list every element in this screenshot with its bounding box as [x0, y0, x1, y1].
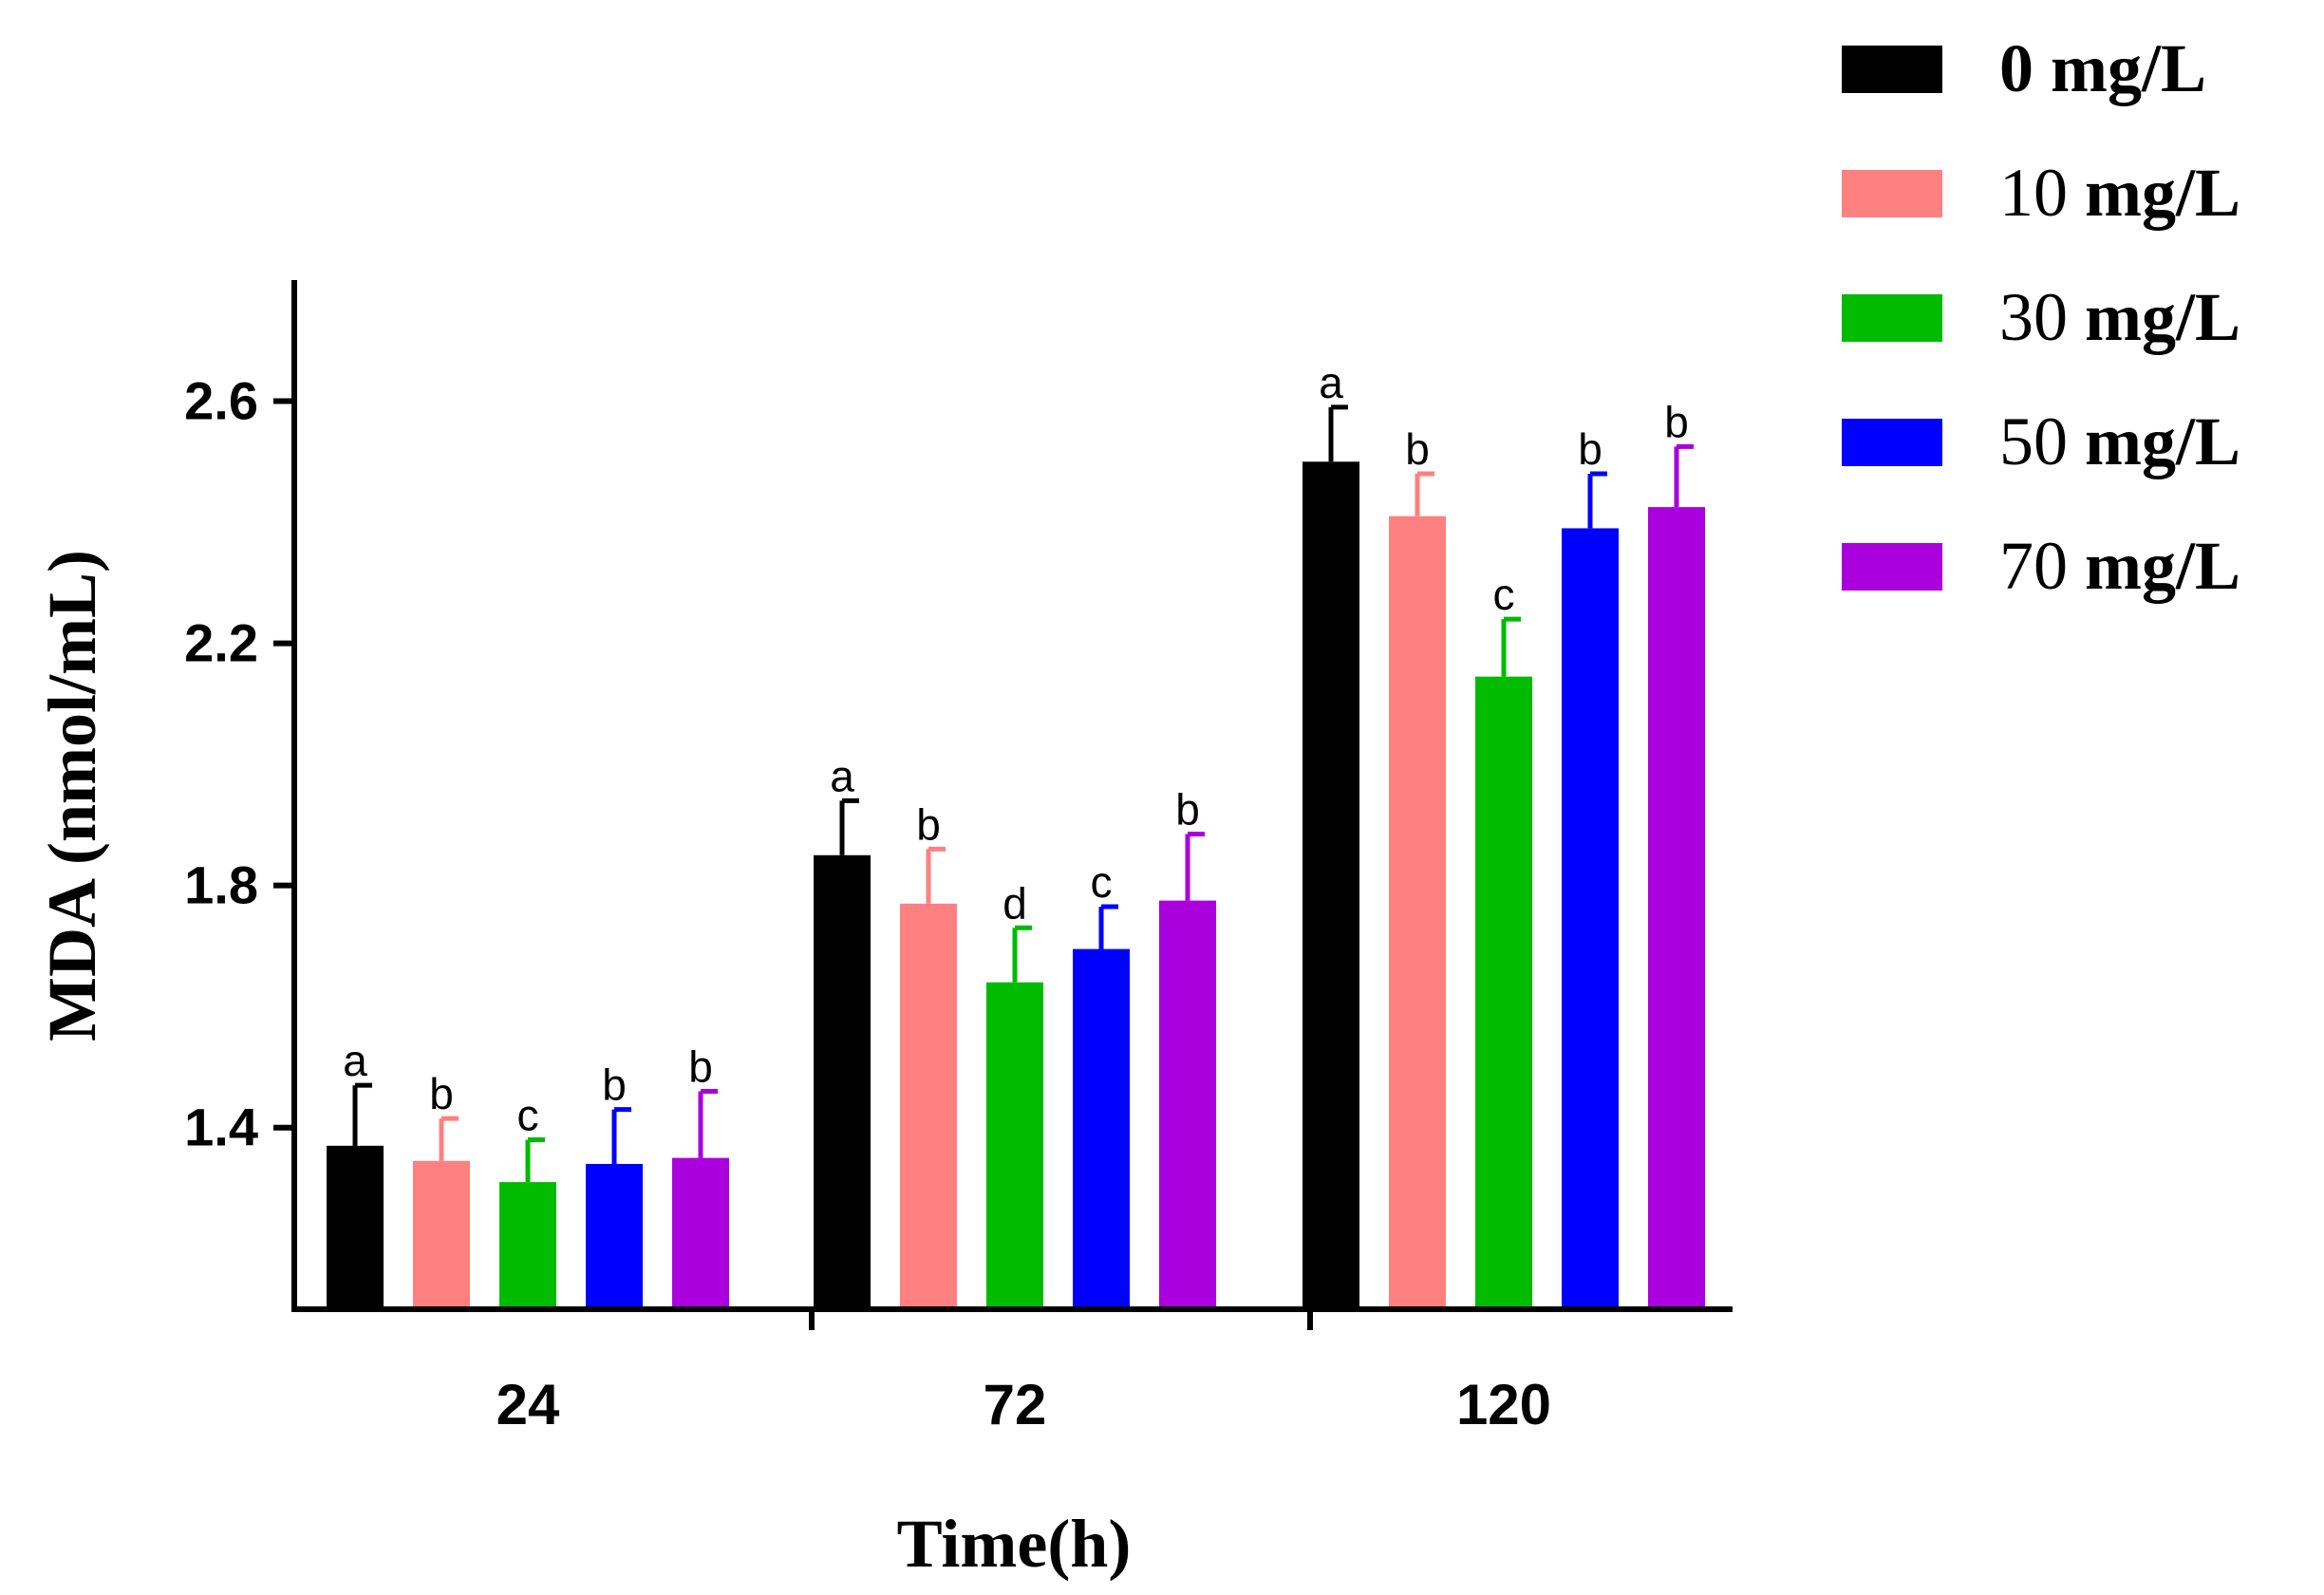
legend-value: 30 [1999, 279, 2085, 355]
legend-value: 10 [1999, 155, 2085, 231]
sig-label-30mgL-120h: c [1493, 570, 1515, 619]
legend-swatch-10mgL [1842, 170, 1942, 217]
sig-label-10mgL-24h: b [429, 1069, 454, 1118]
sig-label-30mgL-24h: c [517, 1090, 539, 1139]
x-tick-label-72: 72 [984, 1373, 1047, 1436]
legend-value: 50 [1999, 403, 2085, 479]
legend-label-70mgL: 70 mg/L [1999, 528, 2240, 604]
bar-30mgL-120h [1475, 676, 1532, 1309]
x-axis-title: Time(h) [897, 1506, 1132, 1582]
legend-swatch-0mgL [1842, 46, 1942, 93]
legend-unit: mg/L [2085, 279, 2240, 355]
legend-label-0mgL: 0 mg/L [1999, 30, 2206, 106]
bar-10mgL-72h [900, 903, 957, 1309]
bar-50mgL-24h [586, 1163, 643, 1309]
bar-70mgL-72h [1159, 900, 1216, 1309]
sig-label-70mgL-120h: b [1664, 397, 1689, 446]
sig-label-50mgL-24h: b [602, 1060, 627, 1110]
sig-label-50mgL-120h: b [1578, 424, 1602, 474]
legend: 0 mg/L10 mg/L30 mg/L50 mg/L70 mg/L [1842, 30, 2240, 604]
y-axis-title: MDA (nmol/mL) [34, 550, 110, 1041]
y-tick-label: 2.2 [184, 613, 258, 673]
sig-label-70mgL-24h: b [688, 1041, 713, 1091]
sig-label-70mgL-72h: b [1175, 784, 1200, 834]
legend-value: 70 [1999, 528, 2085, 604]
sig-label-30mgL-72h: d [1003, 878, 1027, 928]
bar-50mgL-120h [1562, 528, 1619, 1309]
bar-0mgL-24h [327, 1145, 384, 1309]
bar-30mgL-24h [499, 1182, 556, 1309]
legend-label-50mgL: 50 mg/L [1999, 403, 2240, 479]
y-tick-label: 1.4 [184, 1098, 258, 1157]
sig-label-0mgL-72h: a [830, 751, 854, 800]
bar-70mgL-120h [1648, 507, 1705, 1309]
sig-label-10mgL-120h: b [1405, 424, 1430, 474]
y-tick-label: 2.6 [184, 371, 258, 431]
bar-0mgL-72h [814, 854, 871, 1309]
bar-70mgL-24h [672, 1157, 729, 1309]
sig-label-0mgL-120h: a [1319, 358, 1343, 407]
bar-50mgL-72h [1073, 948, 1130, 1309]
axes: 1.4 1.8 2.2 2.6 24 72 120 [184, 280, 1733, 1436]
y-tick-label: 1.8 [184, 855, 258, 915]
legend-unit: mg/L [2085, 403, 2240, 479]
legend-swatch-50mgL [1842, 419, 1942, 466]
sig-label-0mgL-24h: a [343, 1036, 367, 1085]
bar-30mgL-72h [986, 982, 1043, 1309]
legend-value: 0 [1999, 30, 2051, 106]
legend-swatch-30mgL [1842, 294, 1942, 342]
bar-0mgL-120h [1303, 461, 1359, 1309]
legend-swatch-70mgL [1842, 543, 1942, 591]
x-tick-label-24: 24 [497, 1373, 560, 1436]
legend-unit: mg/L [2085, 155, 2240, 231]
legend-unit: mg/L [2085, 528, 2240, 604]
sig-label-10mgL-72h: b [916, 799, 941, 849]
legend-label-30mgL: 30 mg/L [1999, 279, 2240, 355]
bar-10mgL-24h [413, 1160, 470, 1309]
plot-area: a a a b b b c d c b c b b b b [327, 358, 1705, 1309]
sig-label-50mgL-72h: c [1091, 857, 1113, 907]
legend-unit: mg/L [2051, 30, 2206, 106]
x-tick-label-120: 120 [1456, 1373, 1551, 1436]
bar-10mgL-120h [1389, 516, 1446, 1309]
legend-label-10mgL: 10 mg/L [1999, 155, 2240, 231]
